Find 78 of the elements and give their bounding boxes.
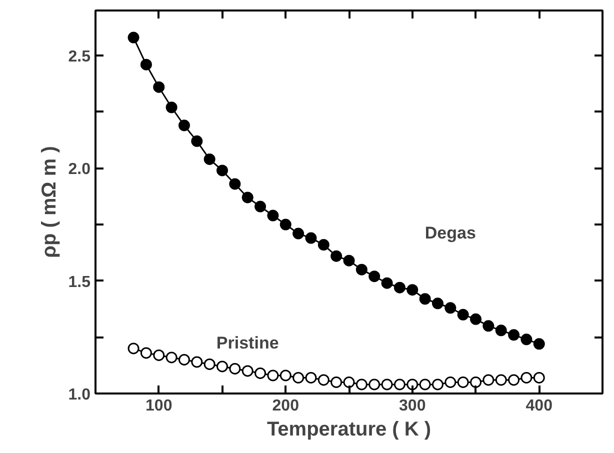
y-tick-label: 2.0: [68, 161, 91, 178]
point: [381, 277, 393, 289]
point: [520, 372, 532, 384]
point: [368, 378, 380, 390]
point: [178, 120, 190, 132]
point: [191, 135, 203, 147]
point: [356, 264, 368, 276]
point: [204, 358, 216, 370]
point: [508, 374, 520, 386]
point: [242, 192, 254, 204]
point: [229, 362, 241, 374]
point: [140, 58, 152, 70]
point: [216, 164, 228, 176]
x-tick-label: 300: [399, 398, 426, 414]
point: [128, 32, 140, 44]
y-tick-label: 2.5: [68, 48, 91, 66]
point: [444, 302, 456, 314]
point: [305, 372, 317, 384]
point: [229, 178, 241, 190]
point: [216, 360, 228, 372]
point: [153, 81, 165, 93]
point: [242, 365, 254, 377]
x-tick-label: 100: [146, 398, 172, 414]
point: [495, 324, 507, 336]
point: [470, 313, 482, 325]
point: [368, 270, 380, 282]
point: [280, 218, 292, 230]
point: [178, 354, 190, 366]
point: [343, 376, 355, 388]
point: [508, 329, 520, 341]
point: [482, 374, 494, 386]
point: [280, 370, 292, 382]
point: [204, 153, 216, 165]
point: [254, 367, 266, 379]
point: [457, 376, 469, 388]
series-label: Pristine: [216, 333, 279, 352]
point: [533, 372, 545, 384]
point: [305, 232, 317, 244]
point: [267, 370, 279, 382]
point: [318, 374, 330, 386]
point: [495, 374, 507, 386]
point: [140, 347, 152, 359]
point: [191, 356, 203, 368]
point: [292, 228, 304, 240]
point: [330, 376, 342, 388]
point: [292, 372, 304, 384]
point: [432, 298, 444, 310]
x-tick-label: 200: [272, 398, 300, 414]
point: [356, 378, 368, 390]
point: [267, 210, 279, 222]
point: [406, 284, 418, 296]
point: [432, 378, 444, 390]
y-tick-label: 1.5: [68, 274, 91, 291]
point: [330, 250, 342, 262]
point: [166, 352, 178, 364]
point: [444, 376, 456, 388]
point: [470, 376, 482, 388]
x-tick-label: 400: [526, 398, 553, 414]
point: [533, 338, 545, 350]
point: [166, 102, 178, 114]
point: [381, 378, 393, 390]
y-tick-label: 1.0: [68, 386, 91, 404]
point: [419, 293, 431, 305]
text: Degas: [424, 223, 476, 242]
y-axis-title: ρp ( mΩ m ): [38, 146, 60, 258]
point: [406, 378, 418, 390]
point: [457, 308, 469, 320]
point: [254, 200, 266, 212]
point: [343, 254, 355, 266]
point: [318, 239, 330, 251]
point: [394, 282, 406, 294]
point: [482, 320, 494, 332]
point: [128, 342, 140, 354]
point: [520, 334, 532, 346]
point: [153, 349, 165, 361]
point: [419, 378, 431, 390]
point: [394, 378, 406, 390]
x-axis-title: Temperature ( K ): [266, 418, 432, 440]
